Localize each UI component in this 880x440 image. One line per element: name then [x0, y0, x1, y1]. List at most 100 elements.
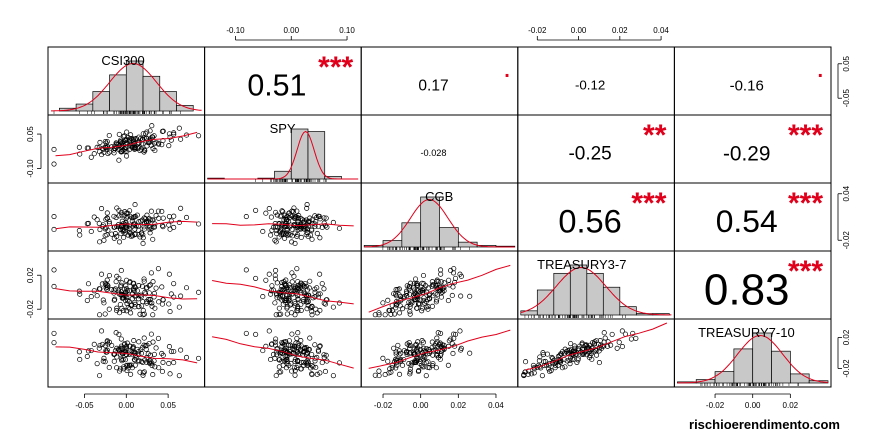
scatter-point	[117, 366, 123, 372]
scatter-point	[140, 235, 146, 241]
scatter-point	[414, 305, 420, 311]
scatter-point	[541, 359, 547, 365]
scatter-point	[129, 302, 135, 308]
scatter-point	[268, 214, 274, 220]
hist-bar-CSI300-7	[176, 105, 194, 112]
corr-value-1-3: -0.25	[568, 144, 611, 165]
scatter-point	[141, 276, 147, 282]
scatter-point	[114, 223, 120, 229]
scatter-point	[393, 305, 399, 311]
scatter-point	[292, 300, 298, 307]
scatter-point	[120, 147, 126, 153]
scatter-point	[51, 340, 57, 346]
scatter-point	[117, 226, 123, 232]
tick-label: -0.02	[842, 359, 851, 378]
panel-frame-4-4	[673, 318, 832, 388]
tick-label: 0.05	[160, 401, 176, 410]
scatter-point	[429, 283, 435, 289]
scatter-point	[417, 343, 423, 349]
scatter-point	[114, 305, 120, 311]
scatter-point	[458, 273, 464, 279]
histogram-CSI300: CSI300	[51, 53, 202, 114]
corr-value-2-4: 0.54	[716, 203, 778, 239]
scatter-point	[160, 224, 166, 230]
scatter-point	[253, 207, 259, 213]
scatter-panel-TREASURY7-10-vs-SPY	[212, 328, 354, 379]
scatter-point	[406, 286, 412, 292]
scatter-point	[336, 360, 342, 366]
scatter-point	[125, 365, 131, 371]
scatter-point	[106, 132, 112, 139]
scatter-point	[243, 330, 249, 336]
scatter-point	[159, 208, 165, 215]
scatter-point	[437, 356, 443, 362]
scatter-point	[273, 267, 279, 274]
scatter-point	[141, 278, 147, 284]
scatter-point	[168, 218, 174, 224]
scatter-point	[150, 312, 156, 318]
scatter-point	[134, 288, 140, 294]
scatter-point	[153, 345, 159, 351]
scatter-point	[419, 308, 425, 314]
smoother-line	[212, 223, 354, 227]
scatter-point	[314, 371, 320, 377]
scatter-point	[113, 330, 119, 336]
scatter-point	[441, 342, 447, 348]
scatter-point	[292, 286, 298, 292]
scatter-point	[123, 283, 129, 289]
hist-bar-TREASURY3-7-3	[569, 264, 588, 316]
scatter-point	[309, 303, 315, 309]
scatter-point	[97, 149, 103, 155]
tick-label: 0.02	[842, 329, 851, 345]
scatter-point	[125, 305, 131, 311]
scatter-point	[596, 360, 602, 366]
scatter-point	[263, 210, 269, 216]
scatter-point	[394, 301, 400, 307]
scatter-point	[336, 300, 342, 306]
scatter-point	[422, 354, 428, 360]
scatter-point	[148, 331, 154, 337]
axis-top_col2: -0.10 0.00 0.10	[226, 26, 355, 41]
scatter-point	[122, 341, 128, 347]
scatter-point	[272, 342, 279, 348]
scatter-point	[106, 149, 112, 155]
scatter-point	[584, 342, 590, 349]
scatter-point	[112, 230, 118, 237]
scatter-point	[114, 354, 120, 360]
scatter-point	[317, 370, 323, 376]
scatter-point	[156, 299, 162, 305]
scatter-point	[138, 350, 144, 356]
scatter-point	[295, 362, 301, 368]
scatter-point	[407, 291, 413, 297]
scatter-point	[149, 134, 155, 140]
hist-bar-TREASURY3-7-6	[619, 306, 637, 316]
scatter-point	[323, 215, 329, 221]
scatter-point	[548, 367, 554, 374]
scatter-point	[122, 357, 128, 363]
scatter-point	[76, 349, 82, 355]
scatter-point	[196, 355, 202, 361]
density-curve-CSI300	[51, 62, 202, 112]
scatter-point	[51, 214, 57, 220]
scatter-point	[601, 330, 607, 336]
corr-value-0-3: -0.12	[575, 78, 605, 93]
scatter-point	[409, 360, 415, 366]
scatter-point	[141, 369, 147, 375]
scatter-point	[416, 300, 422, 307]
scatter-point	[281, 286, 287, 292]
scatter-point	[458, 345, 464, 351]
scatter-point	[128, 362, 134, 368]
scatter-point	[393, 293, 399, 299]
scatter-point	[380, 300, 386, 306]
scatter-point	[94, 361, 100, 367]
scatter-point	[171, 131, 177, 137]
scatter-point	[124, 367, 130, 374]
scatter-point	[296, 342, 302, 349]
scatter-point	[411, 287, 418, 293]
scatter-point	[141, 335, 147, 341]
scatter-point	[166, 271, 172, 277]
scatter-point	[144, 143, 150, 149]
scatter-point	[309, 226, 315, 232]
scatter-point	[446, 343, 452, 349]
scatter-point	[147, 217, 154, 223]
